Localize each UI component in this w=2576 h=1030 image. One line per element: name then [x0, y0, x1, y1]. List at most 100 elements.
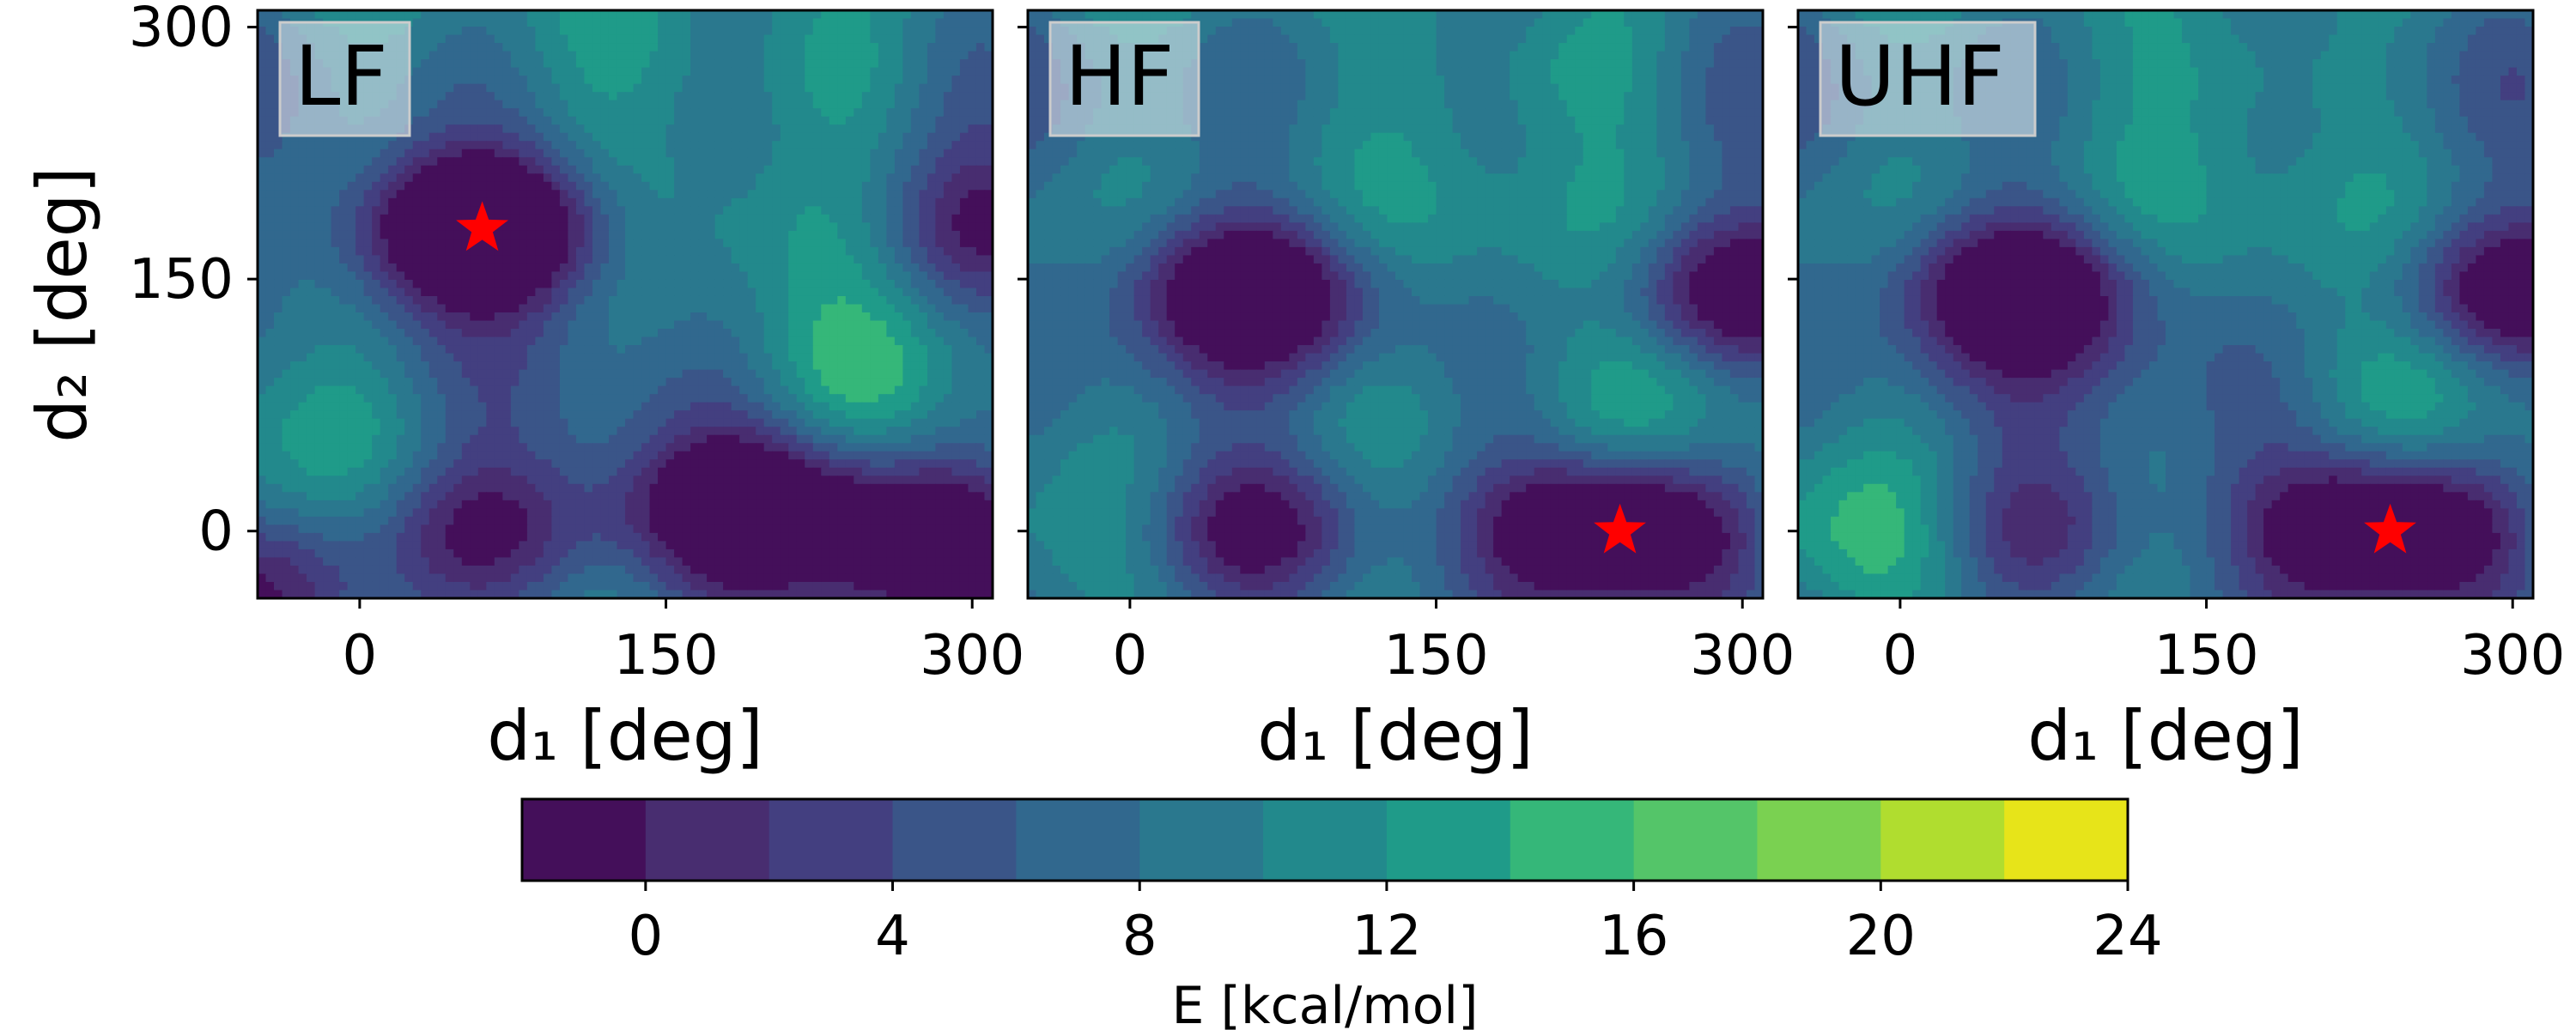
- contour-cell: [894, 148, 904, 158]
- contour-cell: [388, 369, 398, 379]
- contour-cell: [421, 222, 430, 232]
- contour-cell: [543, 304, 553, 313]
- contour-cell: [396, 132, 405, 142]
- contour-cell: [510, 320, 520, 330]
- contour-cell: [486, 443, 495, 452]
- contour-cell: [600, 51, 610, 60]
- contour-cell: [984, 239, 993, 248]
- contour-cell: [412, 312, 422, 322]
- contour-cell: [805, 239, 814, 248]
- contour-cell: [608, 157, 618, 167]
- contour-cell: [421, 206, 430, 215]
- contour-cell: [486, 100, 495, 109]
- contour-cell: [968, 443, 977, 452]
- contour-cell: [739, 173, 749, 183]
- contour-cell: [845, 214, 855, 224]
- contour-cell: [331, 141, 340, 150]
- contour-cell: [347, 418, 356, 427]
- contour-cell: [796, 222, 805, 232]
- contour-cell: [575, 59, 586, 69]
- contour-cell: [665, 206, 675, 215]
- contour-cell: [331, 443, 340, 452]
- contour-cell: [756, 279, 765, 289]
- contour-cell: [633, 165, 642, 174]
- contour-cell: [559, 279, 569, 289]
- contour-cell: [714, 124, 724, 134]
- contour-cell: [805, 92, 814, 101]
- contour-cell: [975, 59, 986, 69]
- contour-cell: [845, 10, 855, 20]
- contour-cell: [307, 173, 316, 183]
- contour-cell: [600, 10, 610, 20]
- contour-cell: [649, 222, 659, 232]
- contour-cell: [625, 369, 635, 379]
- contour-cell: [731, 222, 740, 232]
- contour-cell: [258, 148, 267, 158]
- contour-cell: [975, 67, 986, 76]
- contour-cell: [470, 197, 479, 208]
- contour-cell: [674, 157, 683, 167]
- contour-cell: [592, 222, 602, 232]
- contour-cell: [559, 157, 569, 167]
- contour-cell: [658, 222, 667, 232]
- contour-cell: [649, 141, 659, 150]
- contour-cell: [363, 214, 373, 224]
- contour-cell: [821, 197, 830, 208]
- contour-cell: [258, 410, 267, 420]
- contour-cell: [323, 295, 332, 306]
- contour-cell: [486, 394, 495, 403]
- contour-cell: [568, 353, 577, 362]
- contour-cell: [526, 76, 537, 85]
- contour-cell: [486, 116, 495, 125]
- contour-cell: [714, 132, 724, 142]
- contour-cell: [535, 443, 544, 452]
- contour-cell: [314, 345, 324, 354]
- contour-cell: [796, 451, 805, 460]
- contour-cell: [314, 141, 324, 150]
- contour-cell: [535, 263, 544, 273]
- contour-cell: [617, 197, 626, 208]
- contour-cell: [714, 402, 724, 411]
- contour-cell: [331, 451, 340, 460]
- contour-cell: [886, 197, 896, 208]
- contour-cell: [258, 288, 267, 297]
- contour-cell: [714, 369, 724, 379]
- contour-cell: [690, 34, 700, 44]
- contour-cell: [837, 369, 847, 379]
- contour-cell: [665, 312, 675, 322]
- contour-cell: [380, 271, 389, 281]
- contour-cell: [575, 263, 586, 273]
- contour-cell: [453, 230, 463, 240]
- contour-cell: [763, 402, 773, 411]
- contour-cell: [526, 336, 537, 346]
- contour-cell: [641, 100, 651, 109]
- contour-cell: [935, 239, 945, 248]
- contour-cell: [714, 197, 724, 208]
- contour-cell: [584, 92, 593, 101]
- contour-cell: [690, 451, 700, 460]
- contour-cell: [453, 59, 463, 69]
- contour-cell: [756, 18, 765, 27]
- contour-cell: [796, 320, 805, 330]
- contour-cell: [894, 434, 904, 444]
- contour-cell: [870, 385, 879, 395]
- contour-cell: [551, 100, 561, 109]
- contour-cell: [347, 427, 356, 436]
- contour-cell: [870, 312, 879, 322]
- contour-cell: [894, 116, 904, 125]
- contour-cell: [788, 271, 798, 281]
- contour-cell: [788, 410, 798, 420]
- contour-cell: [902, 345, 912, 354]
- contour-cell: [502, 361, 512, 371]
- contour-cell: [796, 353, 805, 362]
- contour-cell: [984, 92, 993, 101]
- contour-cell: [477, 43, 488, 52]
- contour-cell: [690, 239, 700, 248]
- contour-cell: [772, 443, 781, 452]
- contour-cell: [788, 157, 798, 167]
- contour-cell: [796, 443, 805, 452]
- contour-cell: [526, 394, 537, 403]
- contour-cell: [910, 336, 920, 346]
- contour-cell: [421, 255, 430, 264]
- contour-cell: [927, 181, 937, 191]
